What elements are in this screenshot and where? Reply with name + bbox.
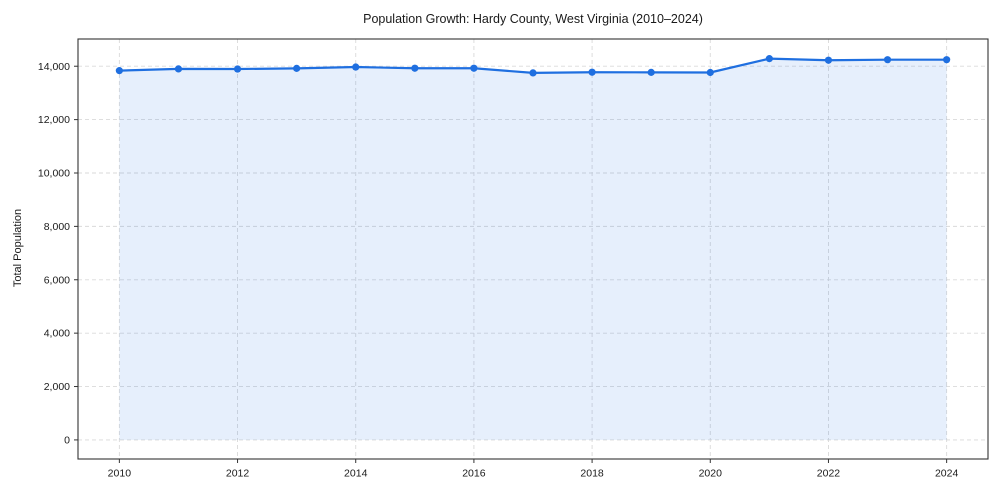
y-tick-label-12000: 12,000 bbox=[38, 114, 70, 126]
data-point-2011 bbox=[174, 65, 183, 73]
data-point-2010 bbox=[115, 67, 123, 75]
x-tick-label-2018: 2018 bbox=[580, 468, 604, 480]
x-tick-label-2022: 2022 bbox=[817, 468, 841, 480]
y-axis-label: Total Population bbox=[12, 208, 24, 288]
x-tick-label-2010: 2010 bbox=[108, 468, 132, 480]
x-tick-label-2014: 2014 bbox=[344, 468, 368, 480]
data-point-2019 bbox=[647, 68, 655, 76]
data-point-2024 bbox=[943, 56, 951, 64]
y-tick-label-6000: 6,000 bbox=[44, 274, 70, 286]
data-point-2020 bbox=[706, 68, 714, 77]
data-point-2017 bbox=[529, 69, 537, 77]
y-tick-label-8000: 8,000 bbox=[44, 221, 70, 233]
x-tick-label-2012: 2012 bbox=[226, 468, 250, 480]
data-point-2023 bbox=[883, 56, 892, 64]
data-point-2015 bbox=[411, 64, 419, 72]
x-tick-label-2024: 2024 bbox=[935, 468, 959, 480]
y-tick-label-4000: 4,000 bbox=[44, 328, 70, 340]
area-fill bbox=[119, 58, 947, 440]
chart-title: Population Growth: Hardy County, West Vi… bbox=[363, 12, 703, 26]
data-point-2018 bbox=[588, 68, 596, 76]
data-point-2021 bbox=[765, 55, 773, 63]
data-point-2012 bbox=[233, 65, 242, 73]
plot-border bbox=[77, 38, 989, 460]
data-point-2014 bbox=[352, 63, 360, 71]
y-tick-label-2000: 2,000 bbox=[44, 381, 70, 393]
y-tick-label-14000: 14,000 bbox=[38, 61, 70, 73]
data-point-2022 bbox=[824, 56, 833, 64]
x-tick-label-2016: 2016 bbox=[462, 468, 486, 480]
x-tick-label-2020: 2020 bbox=[699, 468, 723, 480]
y-tick-label-0: 0 bbox=[64, 435, 70, 447]
data-point-2013 bbox=[293, 64, 301, 72]
data-point-2016 bbox=[470, 64, 478, 72]
y-tick-label-10000: 10,000 bbox=[38, 168, 70, 180]
